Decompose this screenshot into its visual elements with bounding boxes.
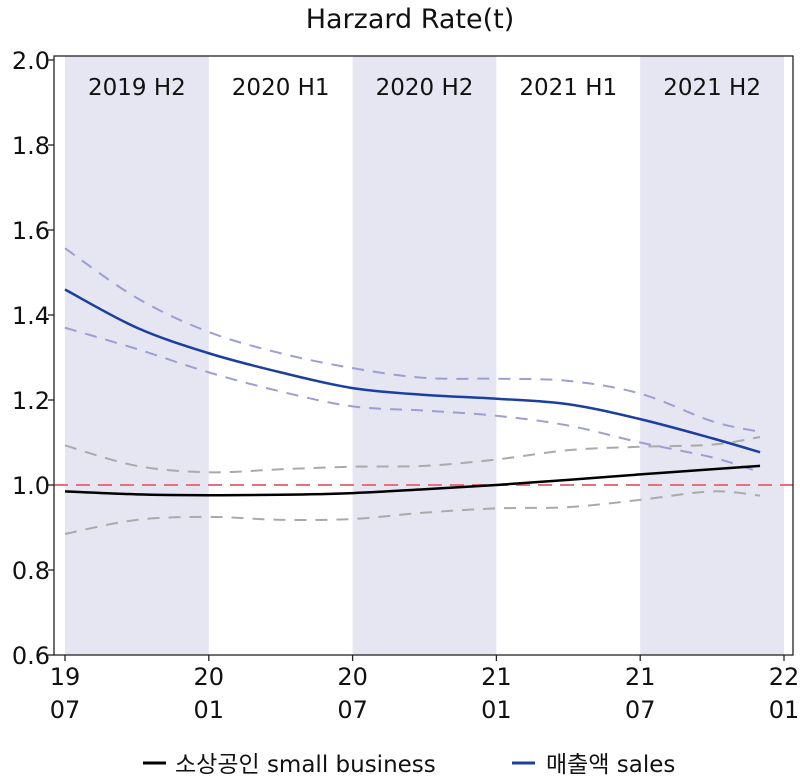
y-tick-label: 1.4 (12, 302, 50, 330)
legend-label-sales: 매출액 sales (546, 752, 675, 778)
x-tick-label-year: 20 (194, 663, 225, 691)
x-tick-label-month: 01 (194, 696, 225, 724)
x-tick-label-month: 07 (625, 696, 656, 724)
y-tick-label: 1.8 (12, 132, 50, 160)
period-label: 2020 H1 (232, 75, 330, 101)
period-band (65, 56, 209, 655)
x-tick-label-year: 19 (50, 663, 81, 691)
small-business-line (64, 464, 761, 497)
period-label: 2019 H2 (88, 75, 186, 101)
x-tick-label-year: 22 (769, 663, 800, 691)
x-tick-label-month: 01 (481, 696, 512, 724)
period-label: 2021 H1 (519, 75, 617, 101)
plot-lines (54, 247, 793, 535)
y-tick-label: 1.6 (12, 217, 50, 245)
x-tick-label-year: 21 (481, 663, 512, 691)
sales-upper-ci-line (64, 247, 761, 433)
axes: 0.6 0.8 1.0 1.2 1.4 1.6 1.8 2.0 19 07 20 01 20 07 21 01… (12, 47, 799, 724)
period-band (640, 56, 784, 655)
period-band (352, 56, 497, 655)
sales-lower-ci-line (64, 326, 761, 474)
x-tick-label-month: 07 (50, 696, 81, 724)
plot-frame (53, 55, 794, 656)
chart-title: Harzard Rate(t) (306, 4, 515, 35)
small-business-upper-ci-line (64, 435, 761, 474)
period-label: 2020 H2 (376, 75, 474, 101)
sales-line (64, 288, 761, 454)
x-tick-label-month: 07 (337, 696, 368, 724)
y-tick-label: 1.2 (12, 387, 50, 415)
x-tick-label-year: 21 (625, 663, 656, 691)
legend: 소상공인 small business 매출액 sales (143, 752, 675, 778)
y-tick-label: 0.8 (12, 557, 50, 585)
period-shading: 2019 H2 2020 H1 2020 H2 2021 H1 2021 H2 (65, 56, 784, 655)
period-label: 2021 H2 (663, 75, 761, 101)
x-tick-label-year: 20 (337, 663, 368, 691)
x-tick-label-month: 01 (769, 696, 800, 724)
small-business-lower-ci-line (64, 490, 761, 535)
legend-label-small-business: 소상공인 small business (175, 752, 436, 778)
y-tick-label: 0.6 (12, 642, 50, 670)
y-tick-label: 1.0 (12, 472, 50, 500)
y-tick-label: 2.0 (12, 47, 50, 75)
